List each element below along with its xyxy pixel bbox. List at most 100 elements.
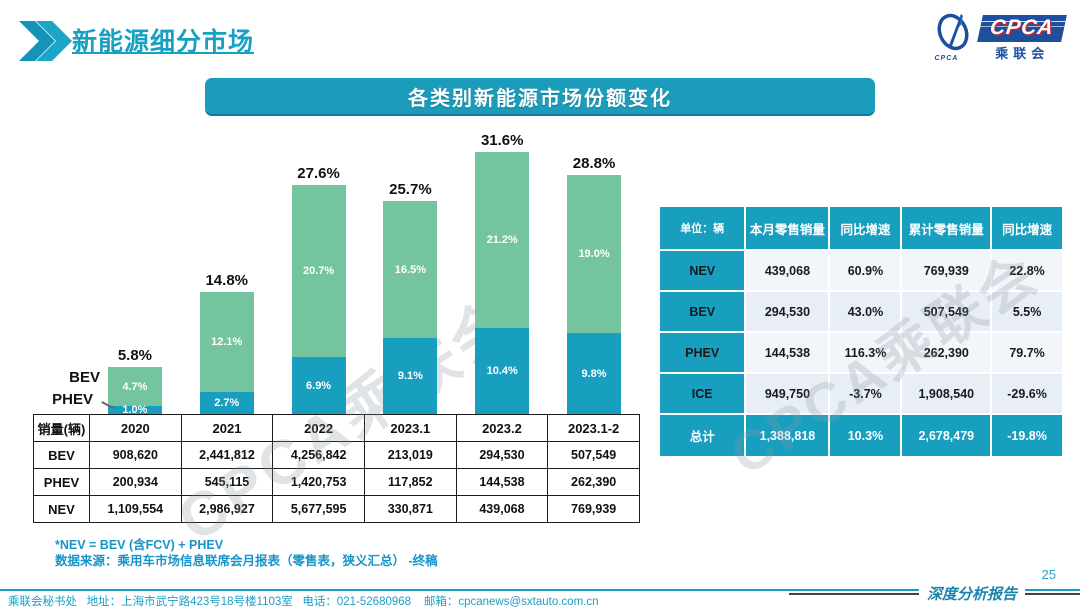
sales-cell: 2,441,812 xyxy=(180,441,274,469)
sales-column-header: 2023.2 xyxy=(455,414,549,442)
bar-segment-bev: 19.0% xyxy=(567,175,622,333)
summary-row-label: BEV xyxy=(660,292,745,331)
logo-wordmark: CPCA 乘联会 xyxy=(977,14,1067,62)
summary-column-header: 同比增速 xyxy=(830,207,901,249)
sales-cell: 5,677,595 xyxy=(272,495,365,523)
segment-label: 16.5% xyxy=(394,263,426,276)
sales-row-phev: PHEV 200,934 545,115 1,420,753 117,852 144,53… xyxy=(33,468,640,496)
market-share-chart: 5.8% 4.7% 1.0% 14.8% 12.1% 2.7% 27.6% 20.7% 6.9%… xyxy=(89,118,640,416)
summary-cell: 262,390 xyxy=(902,333,991,372)
summary-row-nev: NEV 439,068 60.9% 769,939 22.8% xyxy=(660,251,1062,290)
sales-column-header: 2021 xyxy=(180,414,274,442)
summary-row-ice: ICE 949,750 -3.7% 1,908,540 -29.6% xyxy=(660,374,1062,413)
sales-cell: 200,934 xyxy=(89,468,182,496)
summary-cell: 949,750 xyxy=(746,374,829,413)
summary-table: 单位：辆 本月零售销量 同比增速 累计零售销量 同比增速 NEV 439,068 60.9% 7… xyxy=(658,205,1064,458)
summary-cell: 5.5% xyxy=(992,292,1062,331)
summary-cell: 1,908,540 xyxy=(902,374,991,413)
summary-cell: 43.0% xyxy=(830,292,901,331)
summary-column-header: 单位：辆 xyxy=(660,207,745,249)
segment-label: 12.1% xyxy=(211,336,243,348)
emblem-text: CPCA xyxy=(934,55,959,62)
segment-label: 4.7% xyxy=(122,380,148,393)
chart-column-2023.1: 25.7% 16.5% 9.1% xyxy=(364,118,456,414)
sales-cell: 769,939 xyxy=(547,495,640,523)
bar-total-label: 14.8% xyxy=(205,272,249,289)
bar-segment-phev: 10.4% xyxy=(475,328,530,414)
summary-cell: -29.6% xyxy=(992,374,1062,413)
summary-column-header: 同比增速 xyxy=(992,207,1062,249)
bar-total-label: 25.7% xyxy=(389,181,432,198)
footer-divider xyxy=(0,589,1080,591)
summary-cell: 60.9% xyxy=(830,251,901,290)
segment-label: 10.4% xyxy=(486,365,518,377)
sales-cell: 213,019 xyxy=(363,441,457,469)
sales-cell: 908,620 xyxy=(89,441,182,469)
segment-label: 9.1% xyxy=(397,370,423,382)
page-title: 新能源细分市场 xyxy=(72,28,255,56)
logo-acronym: CPCA xyxy=(989,15,1056,39)
sales-cell: 4,256,842 xyxy=(272,441,365,469)
summary-cell: 144,538 xyxy=(746,333,829,372)
segment-label: 21.2% xyxy=(486,234,518,246)
bar-segment-bev: 4.7% xyxy=(107,367,162,406)
bar-segment-bev: 21.2% xyxy=(475,152,530,328)
section-banner: 各类别新能源市场份额变化 xyxy=(205,78,875,116)
sales-cell: 144,538 xyxy=(455,468,549,496)
sales-cell: 1,109,554 xyxy=(89,495,182,523)
summary-column-header: 本月零售销量 xyxy=(746,207,829,249)
sales-column-header: 2023.1-2 xyxy=(547,414,640,442)
summary-row-总计: 总计 1,388,818 10.3% 2,678,479 -19.8% xyxy=(660,415,1062,456)
summary-row-label: 总计 xyxy=(660,415,745,456)
bar-total-label: 5.8% xyxy=(117,347,153,364)
chart-column-2021: 14.8% 12.1% 2.7% xyxy=(181,118,273,414)
summary-cell: 439,068 xyxy=(746,251,829,290)
chart-column-2022: 27.6% 20.7% 6.9% xyxy=(273,118,365,414)
summary-row-phev: PHEV 144,538 116.3% 262,390 79.7% xyxy=(660,333,1062,372)
double-chevron-icon xyxy=(19,21,72,61)
sales-cell: 262,390 xyxy=(547,468,640,496)
sales-column-header: 2022 xyxy=(272,414,365,442)
sales-column-header: 2020 xyxy=(89,414,182,442)
logo-name: 乘联会 xyxy=(995,45,1050,61)
sales-column-header: 2023.1 xyxy=(363,414,457,442)
summary-cell: 79.7% xyxy=(992,333,1062,372)
summary-cell: 2,678,479 xyxy=(902,415,991,456)
sales-row-nev: NEV 1,109,554 2,986,927 5,677,595 330,871 439… xyxy=(33,495,640,523)
sales-cell: 294,530 xyxy=(455,441,549,469)
chart-column-2020: 5.8% 4.7% 1.0% xyxy=(89,118,181,416)
segment-label: 9.8% xyxy=(581,367,607,380)
bar-total-label: 27.6% xyxy=(297,165,340,182)
note-line: *NEV = BEV (含FCV) + PHEV xyxy=(55,538,224,552)
bar-segment-phev: 6.9% xyxy=(291,357,346,414)
report-label: 深度分析报告 xyxy=(918,583,1025,604)
report-line xyxy=(1025,592,1080,595)
summary-cell: 116.3% xyxy=(830,333,901,372)
sales-row-bev: BEV 908,620 2,441,812 4,256,842 213,019 294,5… xyxy=(33,441,640,469)
sales-cell: 2,986,927 xyxy=(180,495,274,523)
summary-cell: 294,530 xyxy=(746,292,829,331)
bar-segment-bev: 20.7% xyxy=(291,185,346,357)
bar-segment-phev: 2.7% xyxy=(199,392,254,414)
summary-row-bev: BEV 294,530 43.0% 507,549 5.5% xyxy=(660,292,1062,331)
bar-segment-bev: 12.1% xyxy=(199,292,254,392)
chart-column-2023.2: 31.6% 21.2% 10.4% xyxy=(456,118,548,414)
sales-row-label: NEV xyxy=(33,495,90,523)
sales-row-label: BEV xyxy=(33,441,90,469)
sales-cell: 330,871 xyxy=(363,495,457,523)
sales-cell: 439,068 xyxy=(455,495,549,523)
summary-column-header: 累计零售销量 xyxy=(902,207,991,249)
summary-row-label: PHEV xyxy=(660,333,745,372)
segment-label: 6.9% xyxy=(306,379,332,392)
footer-contact: 乘联会秘书处 地址：上海市武宁路423号18号楼1103室 电话：021-526… xyxy=(8,596,599,608)
summary-cell: 10.3% xyxy=(830,415,901,456)
sales-cell: 545,115 xyxy=(180,468,274,496)
sales-header-row: 销量(辆) 2020 2021 2022 2023.1 2023.2 2023.1-2 xyxy=(33,414,640,442)
summary-row-label: ICE xyxy=(660,374,745,413)
segment-label: 2.7% xyxy=(214,397,240,409)
sales-cell: 507,549 xyxy=(547,441,640,469)
cpca-emblem-icon: CPCA xyxy=(930,12,976,64)
legend-label-phev: PHEV xyxy=(52,391,93,408)
summary-cell: 22.8% xyxy=(992,251,1062,290)
